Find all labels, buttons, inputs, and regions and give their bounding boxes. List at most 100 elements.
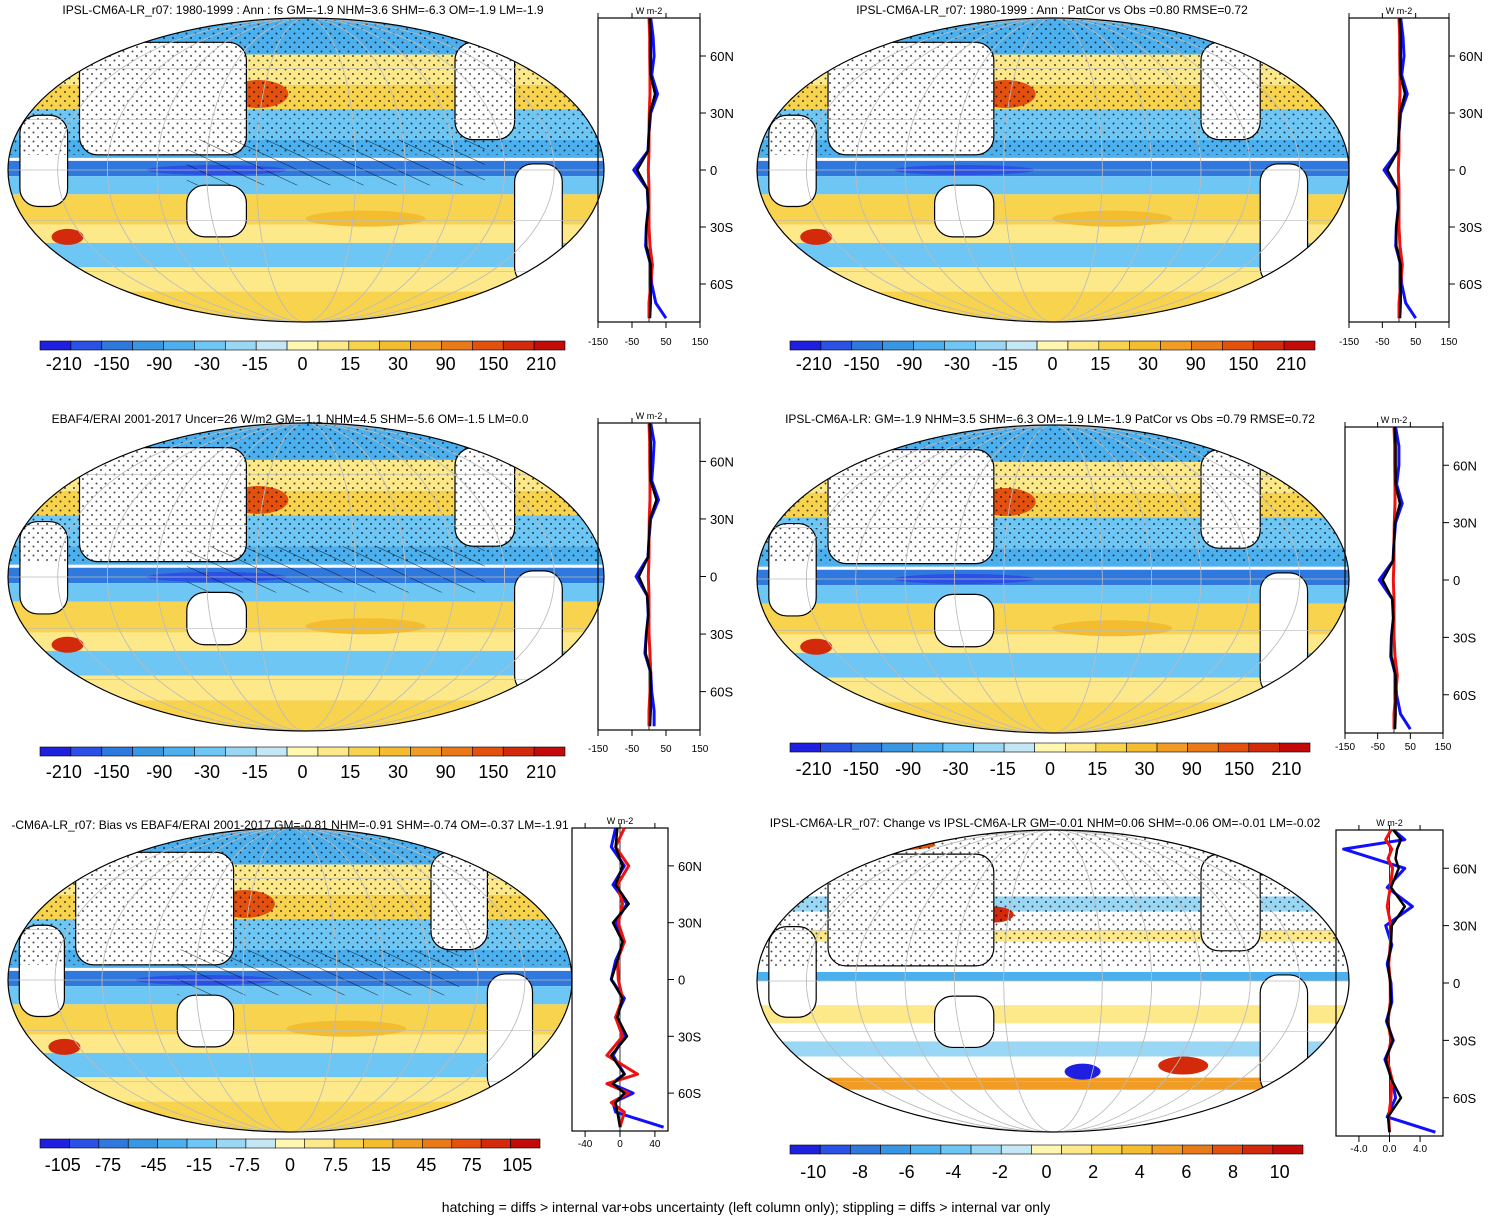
colorbar-swatch xyxy=(216,1138,247,1149)
hatching xyxy=(177,949,460,996)
panel-title: IPSL-CM6A-LR_r07: 1980-1999 : Ann : PatC… xyxy=(856,3,1248,17)
lat-label: 30N xyxy=(1453,919,1477,934)
x-tick-label: -50 xyxy=(1375,337,1390,348)
continent xyxy=(186,184,248,238)
colorbar-swatch xyxy=(1242,1144,1274,1155)
colorbar-label: 0 xyxy=(1041,1162,1051,1182)
colorbar-swatch xyxy=(1279,742,1311,753)
graticule-lon xyxy=(904,830,1202,1132)
continent xyxy=(1259,974,1309,1097)
colorbar-swatch xyxy=(820,340,853,351)
colorbar-label: 0 xyxy=(285,1155,295,1175)
graticule-lon xyxy=(953,830,1153,1132)
colorbar-label: -45 xyxy=(141,1155,167,1175)
lat-label: 30S xyxy=(710,220,733,235)
colorbar-swatch xyxy=(1121,1144,1153,1155)
x-tick-label: 40 xyxy=(649,1139,661,1150)
colorbar-swatch xyxy=(1005,340,1038,351)
colorbar-swatch xyxy=(69,1138,100,1149)
stippling xyxy=(757,830,1349,966)
graticule-lon xyxy=(1003,830,1103,1132)
colorbar-swatch xyxy=(942,742,974,753)
colorbar-swatch xyxy=(194,746,226,757)
lat-label: 30S xyxy=(1453,1033,1476,1048)
colorbar-swatch xyxy=(1191,340,1223,351)
map-field xyxy=(757,18,1349,322)
lat-label: 0 xyxy=(1453,573,1460,588)
colorbar-swatch xyxy=(1252,340,1285,351)
colorbar-swatch xyxy=(101,340,133,351)
colorbar-label: 210 xyxy=(526,354,556,374)
field-hotspot xyxy=(1052,620,1173,637)
colorbar-swatch xyxy=(363,1138,394,1149)
colorbar-label: -30 xyxy=(942,759,968,779)
field-band xyxy=(757,1005,1349,1024)
map-border xyxy=(756,829,1350,1133)
colorbar-label: -210 xyxy=(46,354,82,374)
colorbar-swatch xyxy=(480,1138,511,1149)
graticule-lon xyxy=(57,18,555,322)
colorbar-label: -15 xyxy=(242,762,268,782)
lat-label: 60S xyxy=(1453,688,1476,703)
colorbar-label: -6 xyxy=(899,1162,915,1182)
graticule-lon xyxy=(106,423,506,731)
colorbar-swatch xyxy=(1187,742,1219,753)
colorbar-swatch xyxy=(1091,1144,1123,1155)
colorbar-label: 30 xyxy=(1135,759,1155,779)
colorbar-label: 150 xyxy=(478,354,508,374)
graticule-lon xyxy=(148,828,432,1132)
colorbar-label: 8 xyxy=(1228,1162,1238,1182)
colorbar-swatch xyxy=(379,340,411,351)
field-band xyxy=(8,700,604,731)
stippling xyxy=(8,423,604,562)
colorbar-swatch xyxy=(1151,1144,1183,1155)
colorbar-swatch xyxy=(422,1138,453,1149)
continent xyxy=(1259,163,1309,287)
graticule-lon xyxy=(106,18,506,322)
field-band xyxy=(8,1101,572,1132)
colorbar-label: 0 xyxy=(297,762,307,782)
colorbar-label: 30 xyxy=(388,354,408,374)
colorbar-label: -10 xyxy=(800,1162,826,1182)
field-band xyxy=(757,634,1349,653)
colorbar-label: 210 xyxy=(526,762,556,782)
map-border xyxy=(7,17,605,323)
colorbar-swatch xyxy=(70,340,103,351)
colorbar-swatch xyxy=(1036,340,1069,351)
colorbar-label: -30 xyxy=(944,354,970,374)
colorbar-swatch xyxy=(472,340,504,351)
colorbar-swatch xyxy=(533,340,566,351)
field-band xyxy=(8,1034,572,1053)
colorbar-swatch xyxy=(1212,1144,1243,1155)
colorbar-swatch xyxy=(132,340,164,351)
colorbar-label: 150 xyxy=(478,762,508,782)
panel-fs-obs: EBAF4/ERAI 2001-2017 Uncer=26 W/m2 GM=-1… xyxy=(7,411,734,782)
colorbar-swatch xyxy=(317,746,350,757)
colorbar-label: 0 xyxy=(1047,354,1057,374)
colorbar-label: 30 xyxy=(388,762,408,782)
graticule-lon xyxy=(156,18,456,322)
graticule-lon xyxy=(855,18,1251,322)
colorbar-swatch xyxy=(274,1138,306,1149)
colorbar-swatch xyxy=(1156,742,1188,753)
field-band xyxy=(8,601,604,633)
lat-label: 60S xyxy=(1459,277,1482,292)
colorbar-swatch xyxy=(333,1138,364,1149)
field-band xyxy=(8,194,604,225)
x-tick-label: 0.0 xyxy=(1383,1144,1397,1155)
colorbar-swatch xyxy=(127,1138,158,1149)
colorbar-label: 150 xyxy=(1228,354,1258,374)
map-field xyxy=(8,18,604,322)
profile-units: W m-2 xyxy=(636,6,663,16)
x-tick-label: -150 xyxy=(588,337,608,348)
colorbar-swatch xyxy=(348,340,381,351)
graticule-lon xyxy=(855,830,1251,1132)
graticule-lon xyxy=(805,18,1301,322)
colorbar-label: -90 xyxy=(895,759,921,779)
stippling xyxy=(757,425,1349,564)
field-hotspot xyxy=(51,636,84,653)
colorbar-label: -90 xyxy=(146,762,172,782)
x-tick-label: 50 xyxy=(660,744,672,755)
colorbar-label: -7.5 xyxy=(229,1155,260,1175)
colorbar-swatch xyxy=(502,340,535,351)
